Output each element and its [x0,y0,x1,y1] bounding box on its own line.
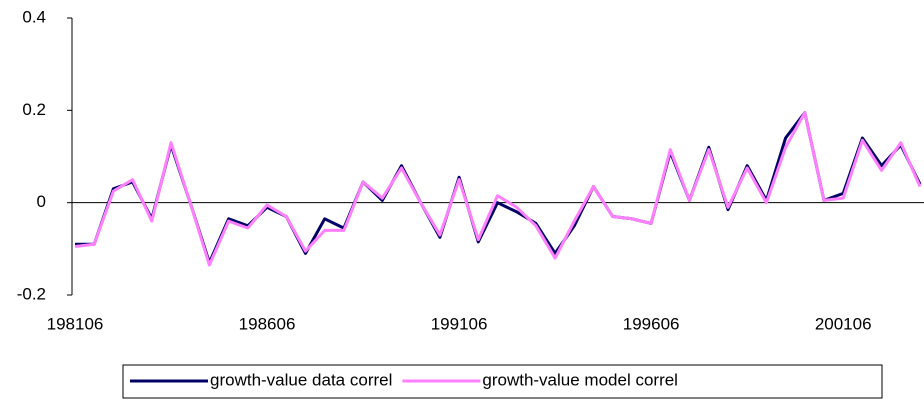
y-tick-label: -0.2 [17,284,46,303]
y-tick-label: 0 [37,192,46,211]
series-line [74,111,922,267]
legend-label: growth-value model correl [482,370,678,389]
x-tick-label: 199606 [623,314,680,333]
y-tick-label: 0.4 [22,7,46,26]
x-tick-label: 200106 [815,314,872,333]
x-tick-label: 198106 [47,314,104,333]
x-tick-label: 199106 [431,314,488,333]
legend-box [122,364,883,399]
x-tick-label: 198606 [239,314,296,333]
legend: growth-value data correl growth-value mod… [122,364,883,399]
y-tick-label: 0.2 [22,100,46,119]
legend-label: growth-value data correl [210,370,392,389]
